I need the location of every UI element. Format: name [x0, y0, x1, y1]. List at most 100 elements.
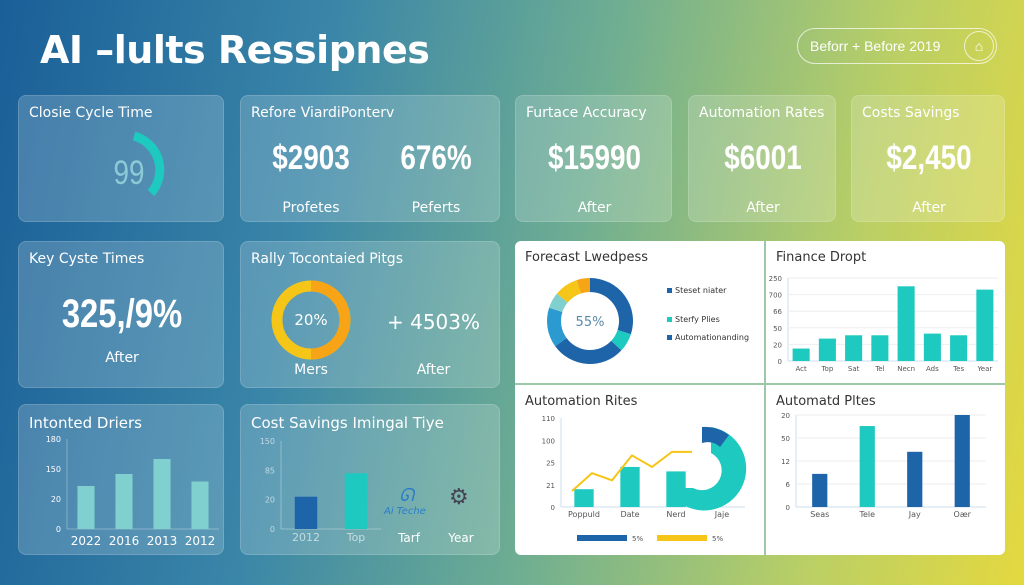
kpi-value: $2903	[272, 139, 350, 177]
intonted-driers-card: Intonted Driers 180 150 20 0 2022 2016 2013 201…	[18, 404, 224, 555]
y-tick-label: 700	[769, 292, 782, 300]
robot-trophy-icon: ⚙	[449, 485, 469, 510]
x-tick-label: Date	[620, 510, 639, 519]
card-title: Rally Tocontaied Pitgs	[251, 251, 403, 267]
legend-label: Steset niater	[675, 286, 727, 295]
kpi-label: Peferts	[411, 200, 461, 216]
y-tick-label: 0	[778, 358, 782, 366]
legend-label: 5%	[712, 535, 723, 543]
y-tick-label: 180	[46, 435, 61, 444]
kpi-label: After	[105, 350, 139, 366]
legend-label: Sterfy Plies	[675, 315, 720, 324]
y-tick-label: 20	[781, 412, 790, 420]
x-tick-label: Jaje	[714, 510, 729, 519]
bar	[620, 466, 640, 507]
chart-title: Automation Rites	[525, 394, 638, 409]
bar	[574, 489, 594, 507]
y-tick-label: 20	[265, 496, 275, 505]
x-tick-label: Tel	[874, 365, 884, 373]
finance-panel: Finance Dropt 250 700 66 50 20 0 Act Top Sat Tel N…	[766, 241, 1005, 383]
pie-slice	[549, 293, 568, 313]
bar	[191, 481, 209, 529]
x-tick-label: Tes	[952, 365, 964, 373]
donut-segment	[702, 426, 729, 447]
kpi-title: Refore ViardiPonterv	[251, 105, 395, 121]
home-icon[interactable]: ⌂	[964, 31, 994, 61]
forecast-donut-chart: 55% Steset niater Sterfy Plies Automationan…	[547, 278, 749, 364]
kpi-title: Automation Rates	[699, 105, 825, 121]
x-tick-label: 2012	[185, 534, 216, 548]
kpi-value: + 4503%	[386, 310, 481, 334]
legend-swatch	[667, 288, 672, 293]
bar	[153, 459, 171, 529]
forecast-donut-panel: Forecast Lwedpess 55% Steset niater Sterfy…	[515, 241, 764, 383]
bar	[897, 286, 915, 361]
bar	[818, 338, 836, 361]
donut-center-label: 55%	[576, 315, 605, 330]
kpi-label: Profetes	[282, 200, 340, 216]
legend-swatch	[577, 535, 627, 541]
card-title: Cost Savings Imingal Tiye	[251, 414, 444, 432]
kpi-value: $15990	[547, 139, 642, 177]
x-tick-label: 2016	[109, 534, 140, 548]
bar	[115, 474, 133, 529]
kpi-value: $2,450	[886, 139, 972, 177]
bar	[77, 486, 95, 529]
x-tick-label: Necn	[897, 365, 915, 373]
kpi-value: $6001	[724, 139, 802, 177]
y-tick-label: 250	[769, 275, 782, 283]
y-tick-label: 150	[260, 437, 275, 446]
kpi-cost-savings: Costs Savings $2,450 After	[851, 95, 1005, 222]
x-tick-label: Tele	[858, 510, 875, 519]
y-tick-label: 110	[542, 415, 555, 423]
x-tick-label: Oær	[954, 510, 972, 519]
kpi-value: 325,/9%	[61, 292, 183, 336]
bar	[976, 289, 994, 361]
chart-title: Automatd Pltes	[776, 394, 876, 409]
period-filter-button[interactable]: Beforr + Before 2019 ⌂	[797, 28, 997, 64]
kpi-value: 99	[113, 154, 145, 192]
gauge-arc	[132, 131, 165, 196]
kpi-label: After	[577, 200, 612, 216]
legend-swatch	[667, 317, 672, 322]
bar	[812, 473, 828, 507]
x-tick-label: Seas	[810, 510, 829, 519]
pie-slice	[611, 329, 631, 351]
y-tick-label: 100	[542, 437, 555, 445]
pie-slice	[555, 338, 622, 364]
gauge	[132, 131, 165, 196]
x-label: Tarf	[398, 531, 420, 545]
y-tick-label: 25	[546, 460, 555, 468]
legend-label: 5%	[632, 535, 643, 543]
finance-bar-chart: 250 700 66 50 20 0 Act Top Sat Tel Necn Ads Tes Year	[769, 275, 998, 373]
x-label: Year	[448, 531, 474, 545]
y-tick-label: 20	[51, 495, 61, 504]
y-tick-label: 85	[265, 466, 275, 475]
y-tick-label: 21	[546, 482, 555, 490]
legend-swatch	[667, 335, 672, 340]
kpi-label: After	[746, 200, 780, 216]
y-tick-label: 0	[551, 504, 555, 512]
x-tick-label: Act	[795, 365, 807, 373]
x-tick-label: Ads	[926, 365, 939, 373]
x-tick-label: Sat	[848, 365, 860, 373]
kpi-label: After	[912, 200, 946, 216]
automated-pltes-panel: Automatd Pltes 20 50 12 6 0 Seas Tele Jay Oær	[766, 385, 1005, 555]
x-tick-label: Jay	[908, 510, 921, 519]
y-tick-label: 50	[781, 435, 790, 443]
y-tick-label: 150	[46, 465, 61, 474]
rally-card: Rally Tocontaied Pitgs 20% Mers + 4503% …	[240, 241, 500, 388]
bar	[907, 451, 923, 507]
donut-value: 20%	[294, 311, 328, 329]
x-tick-label: 2022	[71, 534, 102, 548]
chart-title: Forecast Lwedpess	[525, 250, 649, 265]
legend-swatch	[657, 535, 707, 541]
automated-pltes-chart: 20 50 12 6 0 Seas Tele Jay Oær	[781, 412, 986, 519]
legend-label: Automationanding	[675, 333, 749, 342]
bar	[344, 473, 368, 529]
y-tick-label: 0	[270, 525, 275, 534]
ai-teche-logo: ᘏ Ai Teche	[384, 485, 426, 517]
kpi-label: After	[416, 362, 451, 378]
y-tick-label: 0	[56, 525, 61, 534]
kpi-title: Costs Savings	[862, 105, 960, 121]
